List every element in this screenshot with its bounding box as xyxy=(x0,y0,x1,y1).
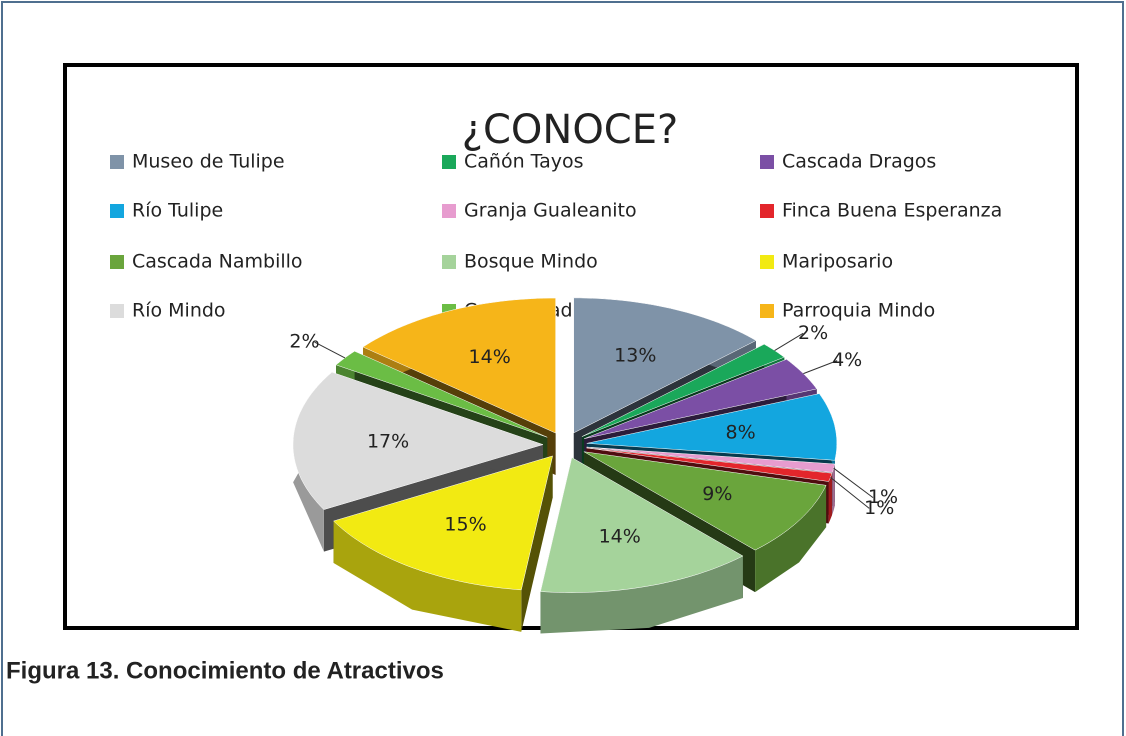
leader-line xyxy=(774,332,804,351)
slice-side xyxy=(755,485,827,593)
data-label: 14% xyxy=(469,346,511,368)
legend-swatch xyxy=(110,204,124,218)
caption: Figura 13. Conocimiento de Atractivos xyxy=(6,657,444,684)
legend-swatch xyxy=(760,204,774,218)
slice xyxy=(362,297,556,434)
data-label: 13% xyxy=(614,345,656,367)
data-label: 2% xyxy=(798,322,828,344)
leader-line xyxy=(830,476,870,509)
leader-line xyxy=(833,467,874,499)
slice xyxy=(333,455,553,591)
legend-swatch xyxy=(760,304,774,318)
slice-side xyxy=(832,464,835,515)
leader-line xyxy=(314,341,346,359)
data-label: 17% xyxy=(367,430,409,452)
legend-label: Bosque Mindo xyxy=(464,251,598,273)
pie-tops xyxy=(292,297,838,593)
slice xyxy=(586,393,838,461)
legend-swatch xyxy=(760,255,774,269)
data-label: 9% xyxy=(702,483,732,505)
legend-label: Río Tulipe xyxy=(132,200,223,222)
chart-title: ¿CONOCE? xyxy=(462,107,678,153)
slice-side xyxy=(333,521,522,632)
data-label: 15% xyxy=(444,514,486,536)
leader-line xyxy=(803,360,838,375)
legend-label: Cañón Tayos xyxy=(464,151,584,173)
data-label: 1% xyxy=(868,486,898,508)
data-label: 2% xyxy=(289,331,319,353)
legend-swatch xyxy=(110,155,124,169)
legend-label: Finca Buena Esperanza xyxy=(782,200,1002,222)
slice xyxy=(540,457,744,593)
legend-swatch xyxy=(442,155,456,169)
data-label: 1% xyxy=(864,497,894,519)
legend-label: Museo de Tulipe xyxy=(132,151,285,173)
legend-label: Cascada Dragos xyxy=(782,151,936,173)
legend-swatch xyxy=(110,255,124,269)
legend-swatch xyxy=(442,204,456,218)
slice xyxy=(292,371,544,510)
slice xyxy=(573,297,757,434)
legend-label: Granja Gualeanito xyxy=(464,200,637,222)
slice xyxy=(586,447,833,482)
legend-label: Cascada Nambillo xyxy=(132,251,303,273)
slice xyxy=(586,446,836,473)
legend-swatch xyxy=(760,155,774,169)
legend-swatch xyxy=(442,255,456,269)
data-label: 14% xyxy=(599,526,641,548)
legend-label: Parroquia Mindo xyxy=(782,300,935,322)
legend-swatch xyxy=(110,304,124,318)
data-label: 8% xyxy=(726,421,756,443)
legend-label: Mariposario xyxy=(782,251,893,273)
slice-side xyxy=(828,473,832,524)
legend-label: Río Mindo xyxy=(132,300,226,322)
slice-side xyxy=(540,556,743,634)
data-label: 4% xyxy=(832,349,862,371)
slice xyxy=(584,359,818,439)
slice xyxy=(583,451,827,551)
